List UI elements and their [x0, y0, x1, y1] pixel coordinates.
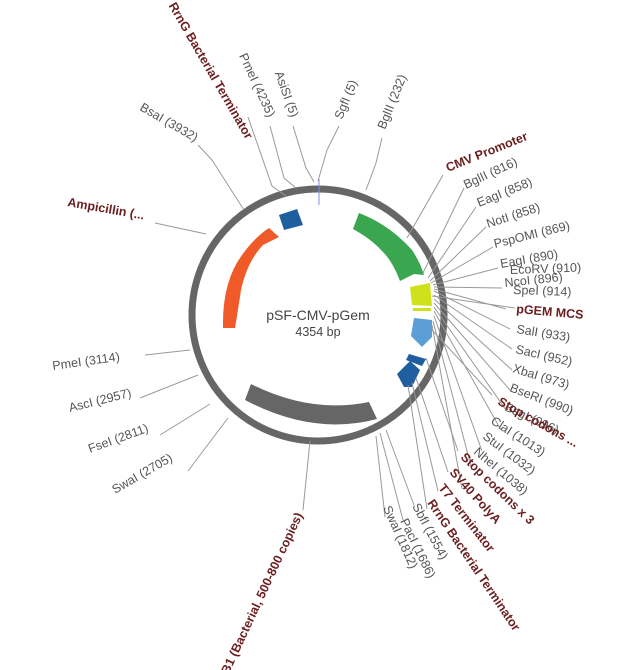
pmb1-label: pMB1 (Bacterial, 500-800 copies) — [211, 510, 306, 670]
mcs-marker — [413, 308, 431, 311]
fsei-leader — [159, 403, 211, 436]
cmv-promoter-leader — [406, 174, 444, 239]
sgfi-label: SgfI (5) — [332, 78, 360, 121]
bglii-232-leader — [365, 137, 383, 191]
right-site-leaders — [407, 187, 516, 510]
site-ecorv-visible: EcoRV (910) — [510, 261, 582, 277]
rrng-terminator-top-arc[interactable] — [279, 209, 303, 230]
stop-codons-arc[interactable] — [411, 318, 432, 347]
top-sites: RrnG Bacterial Terminator — [197, 116, 383, 211]
bsai-leader — [197, 144, 245, 211]
stop-codons-x3-arc[interactable] — [406, 354, 426, 366]
swai-2705-leader — [187, 417, 229, 472]
pmei-3114-leader — [144, 349, 191, 356]
rrng-top-leader — [247, 116, 287, 197]
bsai-label: BsaI (3932) — [138, 100, 201, 144]
site-spei: SpeI (914) — [513, 283, 572, 299]
site-asci: AscI (2957) — [67, 386, 132, 415]
site-sali: SalI (933) — [516, 322, 572, 344]
pgem-mcs-label: pGEM MCS — [516, 302, 584, 322]
site-swai-2705: SwaI (2705) — [110, 451, 175, 497]
sv40-polya-arc[interactable] — [397, 361, 420, 387]
ampicillin-arc[interactable] — [222, 228, 279, 328]
plasmid-name: pSF-CMV-pGem — [266, 307, 369, 323]
site-ncoi: NcoI (896) — [504, 270, 564, 290]
site-pmei-3114: PmeI (3114) — [51, 350, 120, 373]
site-fsei: FseI (2811) — [86, 421, 150, 456]
ampicillin-leader — [154, 222, 207, 235]
bglii-232-label: BglII (232) — [375, 72, 410, 131]
pmei-4235-label: PmeI (4235) — [236, 51, 278, 119]
pmei-4235-leader — [269, 125, 297, 189]
sgfi-leader — [317, 125, 340, 182]
asisi-leader — [292, 125, 315, 183]
asci-leader — [139, 374, 199, 399]
pmb1-origin-arc[interactable] — [245, 384, 377, 425]
pgem-mcs-arc[interactable] — [410, 283, 432, 306]
cmv-promoter-arc[interactable] — [353, 213, 424, 281]
ampicillin-label: Ampicillin (... — [66, 195, 145, 222]
plasmid-length: 4354 bp — [295, 325, 340, 339]
bottom-site-leaders — [302, 429, 415, 521]
